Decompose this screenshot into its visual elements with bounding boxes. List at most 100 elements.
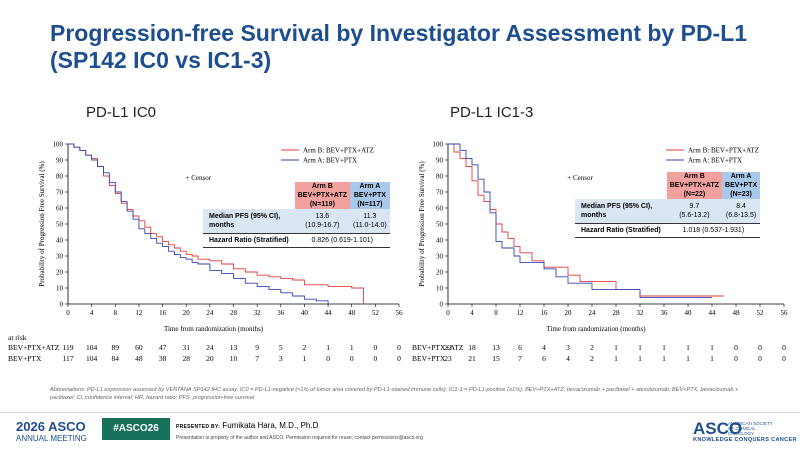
x-tick-label: 40	[301, 309, 309, 317]
at-risk-count: 1	[638, 343, 642, 352]
at-risk-count: 1	[710, 354, 714, 363]
at-risk-count: 4	[542, 343, 546, 352]
at-risk-count: 104	[86, 343, 98, 352]
x-tick-label: 44	[325, 309, 333, 317]
x-tick-label: 16	[159, 309, 167, 317]
asco-meeting-logo: 2026 ASCO	[16, 419, 86, 434]
at-risk-count: 3	[566, 343, 570, 352]
y-tick-label: 30	[436, 253, 444, 261]
x-tick-label: 48	[733, 309, 741, 317]
x-tick-label: 24	[206, 309, 214, 317]
at-risk-count: 0	[397, 343, 401, 352]
x-tick-label: 12	[517, 309, 525, 317]
at-risk-count: 84	[111, 354, 120, 363]
arm-a-header: Arm A BEV+PTX (N=23)	[722, 172, 761, 199]
at-risk-count: 1	[349, 343, 354, 352]
at-risk-row-label: BEV+PTX+ATZ	[412, 343, 464, 352]
slide-title: Progression-free Survival by Investigato…	[50, 20, 748, 73]
x-axis-label: Time from randomization (months)	[546, 325, 646, 333]
legend-label: Arm A: BEV+PTX	[688, 157, 742, 165]
at-risk-count: 0	[734, 343, 738, 352]
hazard-ratio-label: Hazard Ratio (Stratified)	[575, 223, 667, 238]
at-risk-count: 2	[590, 354, 594, 363]
x-tick-label: 12	[135, 309, 143, 317]
y-tick-label: 60	[436, 205, 444, 213]
median-pfs-label: Median PFS (95% CI), months	[575, 199, 667, 224]
at-risk-count: 1	[302, 354, 307, 363]
legend-label: Arm B: BEV+PTX+ATZ	[303, 147, 374, 155]
at-risk-count: 18	[468, 343, 476, 352]
y-axis-label: Probability of Progression Free Survival…	[418, 161, 426, 287]
y-tick-label: 50	[56, 221, 64, 229]
panel-title-ic0: PD-L1 IC0	[86, 104, 157, 121]
x-tick-label: 48	[348, 309, 356, 317]
at-risk-count: 1	[710, 343, 714, 352]
at-risk-count: 1	[638, 354, 642, 363]
at-risk-row-label: BEV+PTX	[412, 354, 446, 363]
x-tick-label: 40	[685, 309, 693, 317]
at-risk-count: 15	[492, 354, 500, 363]
pfs-table-ic0: Arm B BEV+PTX+ATZ (N=119) Arm A BEV+PTX (N=1…	[203, 182, 390, 248]
at-risk-count: 48	[135, 354, 143, 363]
y-tick-label: 10	[436, 285, 444, 293]
at-risk-count: 1	[614, 354, 618, 363]
at-risk-count: 38	[158, 354, 167, 363]
at-risk-table-ic0: at risk BEV+PTX+ATZ 119 104 89 60 47 31 24 13 9 5 2 1…	[0, 333, 410, 363]
at-risk-count: 0	[326, 354, 330, 363]
hazard-ratio-label: Hazard Ratio (Stratified)	[203, 233, 295, 248]
at-risk-count: 20	[206, 354, 214, 363]
median-pfs-arm-a: 11.3 (11.0-14.0)	[350, 209, 390, 234]
y-tick-label: 20	[436, 269, 444, 277]
at-risk-count: 7	[518, 354, 522, 363]
y-tick-label: 0	[60, 301, 64, 309]
y-tick-label: 70	[436, 189, 444, 197]
at-risk-count: 0	[397, 354, 401, 363]
y-tick-label: 100	[53, 141, 64, 149]
y-tick-label: 20	[56, 269, 64, 277]
x-tick-label: 32	[637, 309, 645, 317]
legend-label: Arm B: BEV+PTX+ATZ	[688, 147, 759, 155]
asco-logo-subtitle: AMERICAN SOCIETY OF CLINICAL ONCOLOGY	[728, 421, 773, 436]
x-tick-label: 56	[781, 309, 789, 317]
x-tick-label: 52	[372, 309, 380, 317]
hashtag-badge: #ASCO26	[102, 418, 170, 440]
at-risk-count: 28	[182, 354, 190, 363]
at-risk-count: 23	[444, 354, 452, 363]
censor-label: + Censor	[186, 174, 212, 182]
x-tick-label: 4	[470, 309, 474, 317]
y-tick-label: 70	[56, 189, 64, 197]
at-risk-count: 0	[734, 354, 738, 363]
at-risk-count: 1	[326, 343, 330, 352]
hazard-ratio-value: 0.826 (0.619-1.101)	[294, 233, 390, 248]
pfs-table-ic13: Arm B BEV+PTX+ATZ (N=22) Arm A BEV+PTX (N=23…	[575, 172, 761, 238]
arm-b-header: Arm B BEV+PTX+ATZ (N=119)	[294, 182, 351, 209]
at-risk-count: 0	[758, 343, 762, 352]
y-tick-label: 100	[433, 141, 444, 149]
km-curve-arm-a	[448, 143, 712, 299]
hazard-ratio-value: 1.018 (0.537-1.931)	[666, 223, 761, 238]
median-pfs-label: Median PFS (95% CI), months	[203, 209, 295, 234]
at-risk-count: 3	[278, 354, 283, 363]
at-risk-count: 119	[62, 343, 74, 352]
median-pfs-arm-b: 9.7 (5.6-13.2)	[666, 199, 723, 224]
censor-label: + Censor	[567, 174, 593, 182]
at-risk-count: 104	[86, 354, 98, 363]
presenter: PRESENTED BY: Fumikata Hara, M.D., Ph.D	[176, 421, 319, 430]
at-risk-count: 22	[444, 343, 452, 352]
y-tick-label: 60	[56, 205, 64, 213]
at-risk-count: 13	[229, 343, 238, 352]
x-tick-label: 20	[565, 309, 573, 317]
at-risk-count: 1	[662, 343, 666, 352]
x-tick-label: 28	[613, 309, 621, 317]
x-tick-label: 4	[90, 309, 94, 317]
at-risk-count: 117	[62, 354, 74, 363]
at-risk-count: 5	[278, 343, 283, 352]
at-risk-count: 0	[373, 343, 378, 352]
at-risk-count: 0	[782, 354, 786, 363]
at-risk-count: 0	[758, 354, 762, 363]
at-risk-row-label: BEV+PTX	[8, 354, 42, 363]
at-risk-count: 60	[135, 343, 143, 352]
at-risk-count: 6	[518, 343, 522, 352]
